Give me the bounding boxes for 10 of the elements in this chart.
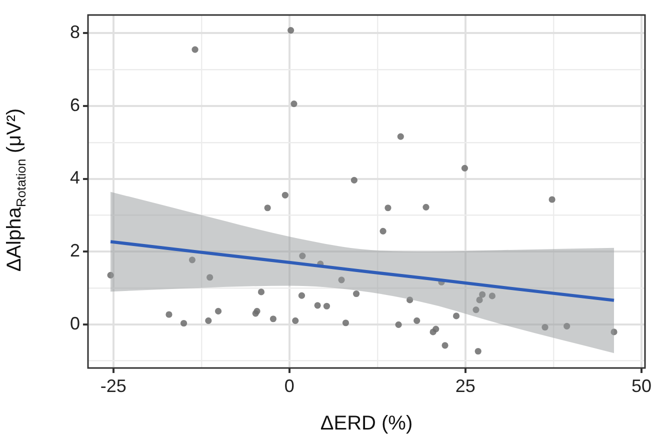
x-tick-label: -25 xyxy=(100,376,126,396)
y-tick-label: 0 xyxy=(70,313,80,334)
x-tick-label: 25 xyxy=(455,376,476,396)
y-tick-label: 6 xyxy=(70,94,80,115)
y-tick-label: 8 xyxy=(70,22,80,42)
x-axis-title: ΔERD (%) xyxy=(320,412,413,435)
y-tick-label: 4 xyxy=(70,168,80,188)
x-tick-label: 0 xyxy=(284,376,294,396)
x-tick-label: 50 xyxy=(631,376,652,396)
y-tick-label: 2 xyxy=(70,240,80,261)
